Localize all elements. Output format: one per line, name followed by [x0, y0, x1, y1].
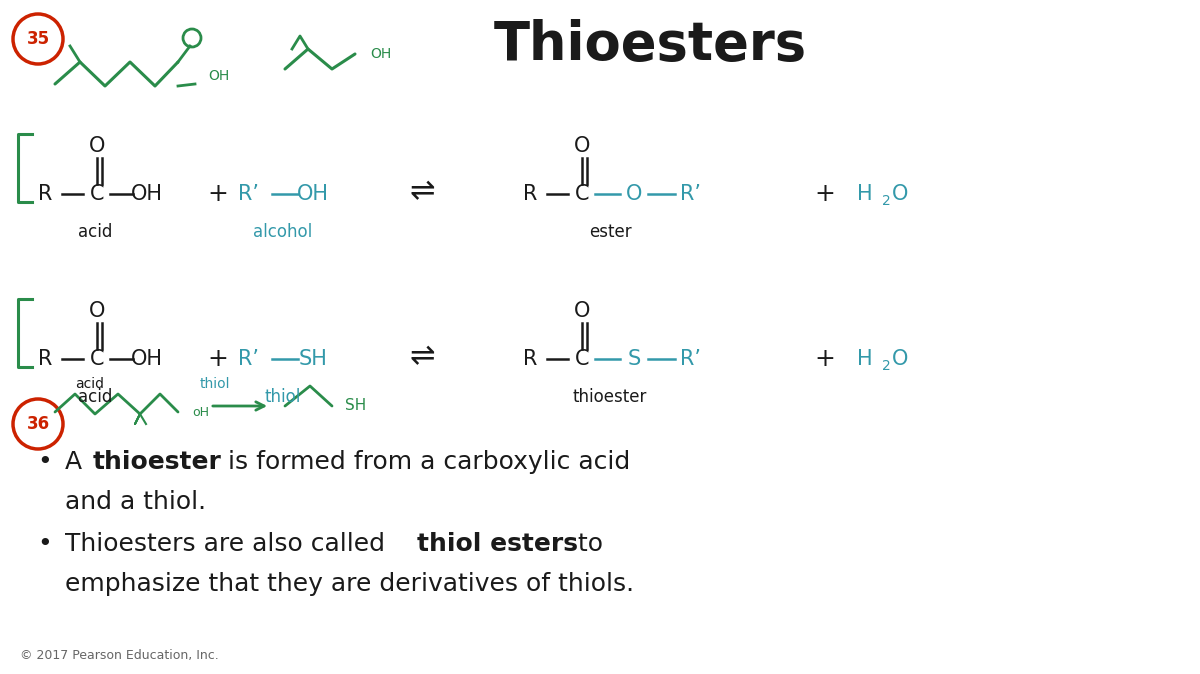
Text: OH: OH: [298, 184, 329, 204]
Text: and a thiol.: and a thiol.: [65, 490, 206, 514]
Text: O: O: [89, 301, 106, 321]
Text: 2: 2: [882, 359, 890, 373]
Text: R: R: [523, 184, 538, 204]
Text: acid: acid: [78, 388, 112, 406]
Text: H: H: [857, 349, 872, 369]
Text: R’: R’: [238, 184, 258, 204]
Text: OH: OH: [370, 47, 391, 61]
Text: H: H: [857, 184, 872, 204]
Text: OH: OH: [208, 69, 229, 83]
Text: A: A: [65, 450, 90, 474]
Text: OH: OH: [131, 349, 163, 369]
Text: O: O: [892, 184, 908, 204]
Text: acid: acid: [78, 223, 112, 241]
Text: O: O: [89, 136, 106, 156]
Text: R’: R’: [679, 349, 701, 369]
Text: 2: 2: [882, 194, 890, 208]
Text: SH: SH: [299, 349, 328, 369]
Text: acid: acid: [76, 377, 104, 391]
Text: O: O: [574, 136, 590, 156]
Text: R’: R’: [238, 349, 258, 369]
Text: •: •: [37, 532, 53, 556]
Text: +: +: [208, 347, 228, 371]
Text: R’: R’: [679, 184, 701, 204]
Text: SH: SH: [346, 398, 366, 414]
Text: O: O: [626, 184, 642, 204]
Text: 36: 36: [26, 415, 49, 433]
Text: thioester: thioester: [572, 388, 647, 406]
Text: ester: ester: [589, 223, 631, 241]
Text: emphasize that they are derivatives of thiols.: emphasize that they are derivatives of t…: [65, 572, 634, 596]
Text: thiol: thiol: [199, 377, 230, 391]
Text: is formed from a carboxylic acid: is formed from a carboxylic acid: [220, 450, 630, 474]
Text: O: O: [574, 301, 590, 321]
Text: •: •: [37, 450, 53, 474]
Text: C: C: [90, 184, 104, 204]
Text: +: +: [815, 182, 835, 206]
Text: +: +: [208, 182, 228, 206]
Text: Thioesters: Thioesters: [493, 19, 806, 71]
Text: thioester: thioester: [94, 450, 222, 474]
Text: ⇌: ⇌: [409, 342, 434, 371]
Text: alcohol: alcohol: [253, 223, 313, 241]
Text: R: R: [523, 349, 538, 369]
Text: thiol: thiol: [265, 388, 301, 406]
Text: thiol esters: thiol esters: [418, 532, 578, 556]
Text: oH: oH: [192, 406, 209, 419]
Text: R: R: [38, 349, 52, 369]
Text: C: C: [575, 349, 589, 369]
Text: R: R: [38, 184, 52, 204]
Text: C: C: [575, 184, 589, 204]
Text: OH: OH: [131, 184, 163, 204]
Text: © 2017 Pearson Education, Inc.: © 2017 Pearson Education, Inc.: [20, 650, 218, 663]
Text: 35: 35: [26, 30, 49, 48]
Text: O: O: [892, 349, 908, 369]
Text: ⇌: ⇌: [409, 177, 434, 206]
Text: Thioesters are also called: Thioesters are also called: [65, 532, 394, 556]
Text: +: +: [815, 347, 835, 371]
Text: S: S: [628, 349, 641, 369]
Text: C: C: [90, 349, 104, 369]
Text: to: to: [570, 532, 604, 556]
